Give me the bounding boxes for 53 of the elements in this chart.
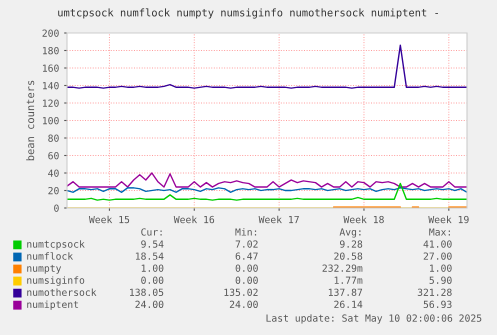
text: 0.00 (141, 276, 164, 284)
y-tick-label: 160 (42, 64, 59, 72)
x-tick-label: Week 17 (258, 216, 299, 224)
text: 6.47 (236, 252, 258, 260)
legend-label: numothersock (27, 288, 96, 296)
legend-label: numpty (27, 264, 62, 274)
text: 24.00 (135, 300, 164, 308)
y-tick-label: 80 (48, 134, 59, 142)
text: 20.58 (334, 252, 362, 260)
y-tick-label: 200 (42, 30, 59, 37)
text: 0.00 (236, 276, 258, 284)
y-tick-label: 120 (42, 100, 59, 107)
x-tick-label: Week 15 (88, 216, 130, 224)
y-tick-label: 20 (48, 187, 59, 194)
x-tick-label: Week 18 (343, 216, 384, 224)
legend-label: numiptent (27, 300, 78, 310)
text: 1.00 (430, 264, 452, 272)
text: 26.14 (334, 300, 362, 308)
text: 232.29m (322, 264, 362, 272)
text: 9.54 (141, 240, 164, 248)
x-tick-label: Week 16 (174, 216, 214, 224)
text: 56.93 (424, 300, 452, 308)
text: Avg: (340, 228, 360, 238)
text: 27.00 (424, 252, 452, 260)
y-tick-label: 60 (48, 152, 59, 160)
text: Min: (235, 228, 256, 236)
text: 7.02 (236, 240, 258, 248)
text: 18.54 (136, 252, 164, 260)
y-axis-title: bean counters (26, 80, 34, 160)
text: Last update: Sat May 10 02:00:06 2025 (266, 314, 482, 324)
y-tick-label: 180 (42, 47, 59, 54)
text: 41.00 (423, 240, 452, 248)
text: 0.00 (236, 264, 258, 272)
text: Max: (429, 228, 450, 236)
legend-label: numflock (27, 252, 74, 260)
text: 138.05 (130, 288, 164, 296)
text: 1.77m (334, 276, 362, 284)
text: Cur: (141, 228, 162, 236)
y-tick-label: 40 (48, 170, 59, 177)
x-tick-label: Week 19 (428, 216, 469, 224)
legend-label: numtcpsock (27, 240, 85, 250)
y-tick-label: 100 (42, 117, 59, 124)
text: 24.00 (230, 300, 258, 308)
text: 321.28 (418, 288, 452, 296)
text: 137.87 (328, 288, 362, 296)
text: 5.90 (430, 276, 452, 284)
legend-label: numsiginfo (27, 276, 84, 286)
text: 135.02 (224, 288, 258, 296)
y-tick-label: 140 (42, 82, 59, 90)
chart-title: umtcpsock numflock numpty numsiginfo numothersock numiptent - (58, 8, 438, 19)
text: 9.28 (340, 240, 362, 248)
y-tick-label: 0 (54, 204, 59, 212)
text: 1.00 (142, 264, 164, 272)
